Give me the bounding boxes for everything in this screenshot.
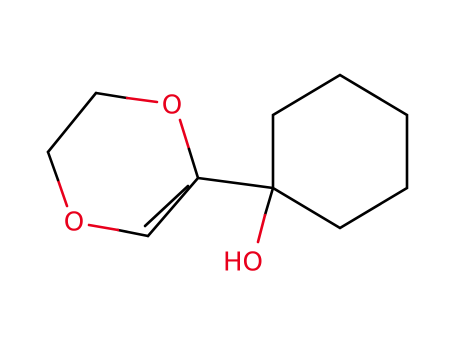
bonds [46,73,409,244]
atom-label: HO [223,248,263,278]
atom-label: O [162,91,182,121]
atom-label: O [64,208,84,238]
